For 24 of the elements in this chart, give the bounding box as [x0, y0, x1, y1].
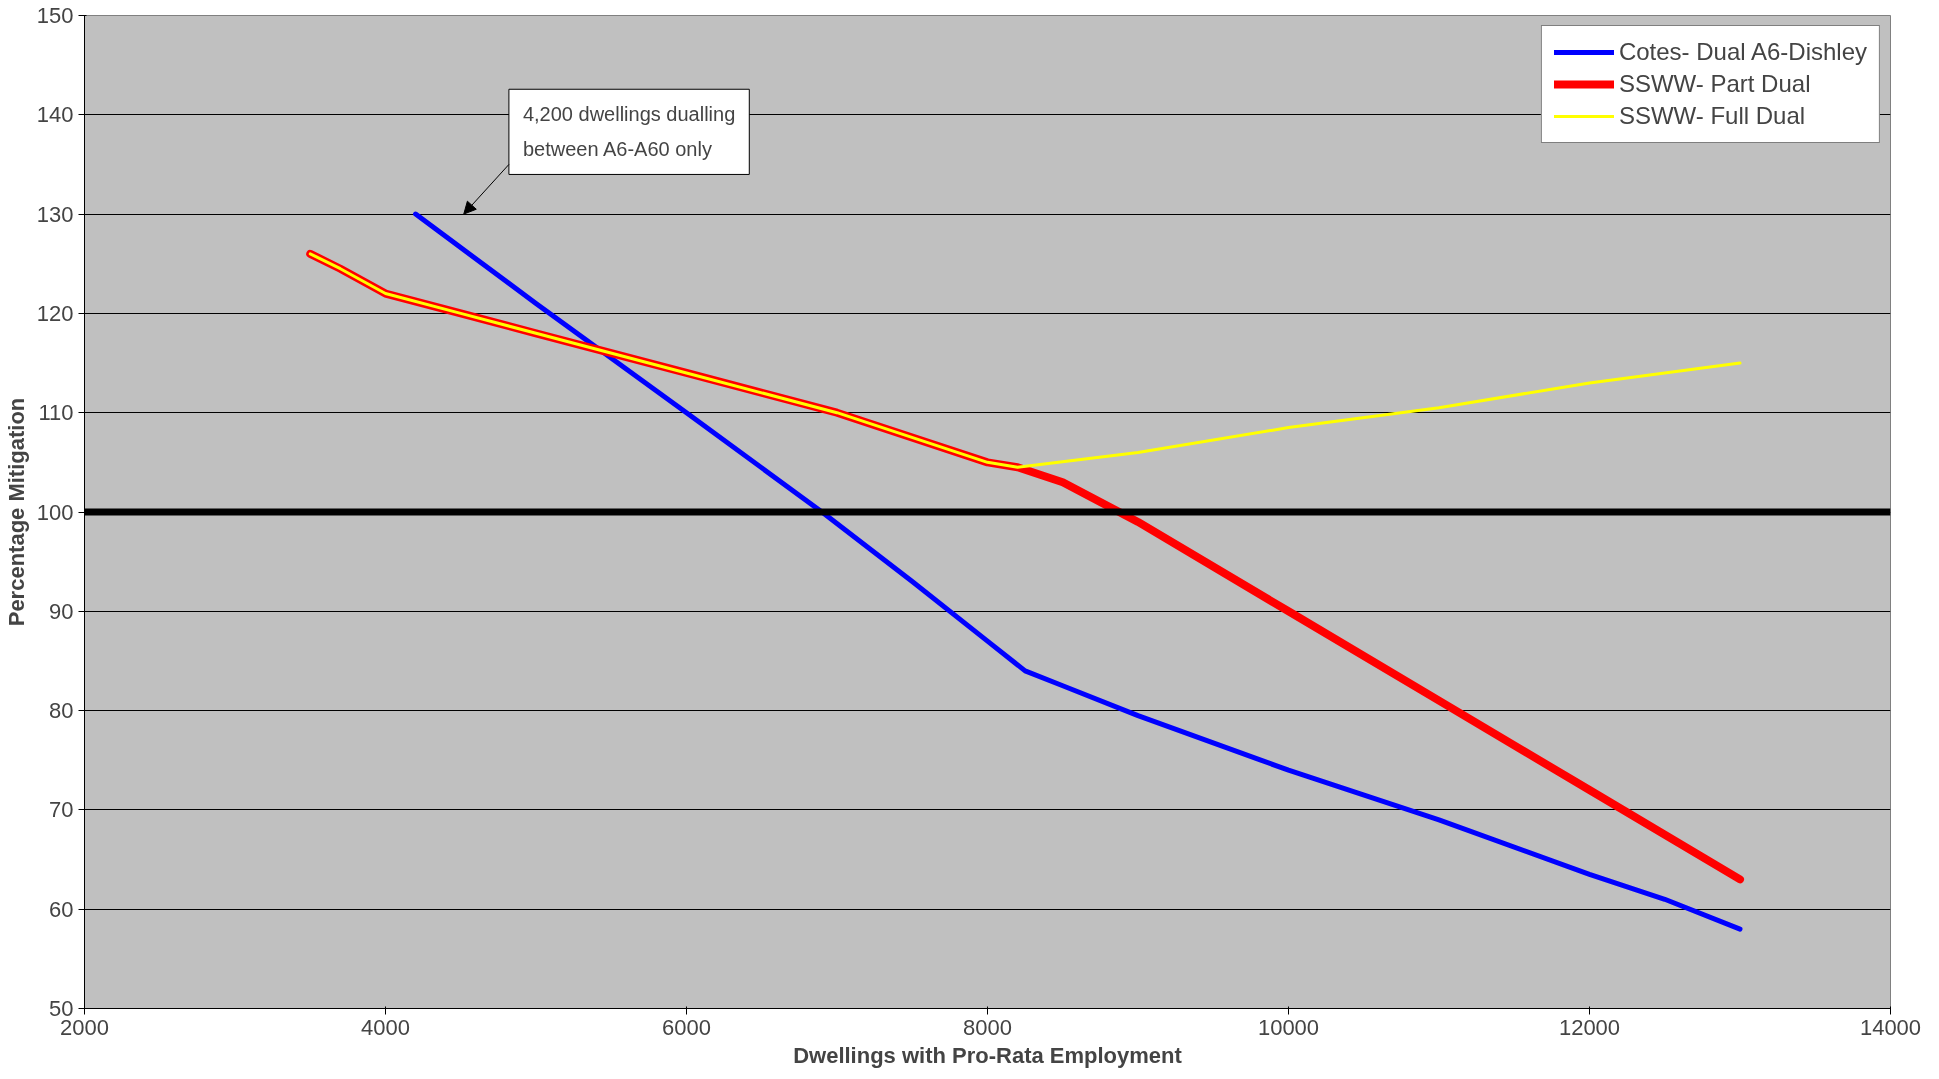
x-tick-label: 6000: [662, 1014, 711, 1040]
x-axis-title: Dwellings with Pro-Rata Employment: [793, 1042, 1183, 1068]
y-tick-label: 70: [49, 797, 74, 823]
x-tick-label: 10000: [1257, 1014, 1320, 1040]
y-tick-label: 90: [49, 598, 74, 624]
y-tick-label: 120: [36, 300, 74, 326]
annotation: 4,200 dwellings dualling between A6-A60 only: [522, 103, 736, 161]
y-tick-label: 110: [38, 400, 74, 426]
y-axis-title: Percentage Mitigation: [3, 397, 29, 627]
x-tick-label: 8000: [963, 1014, 1012, 1040]
x-tick-label: 14000: [1859, 1014, 1922, 1040]
legend-label: SSWW- Full Dual: [1618, 102, 1806, 130]
y-tick-label: 60: [49, 896, 74, 922]
legend-label: SSWW- Part Dual: [1618, 70, 1811, 98]
x-tick-label: 4000: [361, 1014, 410, 1040]
y-tick-label: 80: [49, 698, 74, 724]
y-tick-label: 140: [36, 102, 74, 128]
y-tick-label: 150: [36, 3, 74, 28]
legend-label: Cotes- Dual A6-Dishley: [1618, 38, 1867, 66]
y-tick-label: 50: [49, 996, 74, 1021]
y-tick-label: 100: [36, 499, 74, 525]
x-tick-label: 12000: [1558, 1014, 1621, 1040]
line-series: [308, 252, 1742, 469]
y-tick-label: 130: [36, 201, 74, 227]
